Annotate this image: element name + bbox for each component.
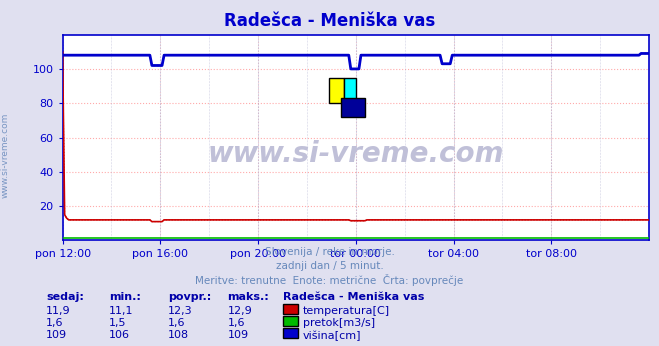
FancyBboxPatch shape xyxy=(344,78,356,102)
Text: povpr.:: povpr.: xyxy=(168,292,212,302)
Text: 11,9: 11,9 xyxy=(46,306,71,316)
Text: 109: 109 xyxy=(46,330,67,340)
Text: zadnji dan / 5 minut.: zadnji dan / 5 minut. xyxy=(275,261,384,271)
Text: 106: 106 xyxy=(109,330,130,340)
Text: min.:: min.: xyxy=(109,292,140,302)
Text: 1,5: 1,5 xyxy=(109,318,127,328)
Text: 108: 108 xyxy=(168,330,189,340)
Text: sedaj:: sedaj: xyxy=(46,292,84,302)
Text: 1,6: 1,6 xyxy=(168,318,186,328)
Text: višina[cm]: višina[cm] xyxy=(303,330,362,341)
Text: 1,6: 1,6 xyxy=(227,318,245,328)
Text: Slovenija / reke in morje.: Slovenija / reke in morje. xyxy=(264,247,395,257)
FancyBboxPatch shape xyxy=(330,78,344,102)
FancyBboxPatch shape xyxy=(341,98,364,117)
Text: 12,9: 12,9 xyxy=(227,306,252,316)
Text: maks.:: maks.: xyxy=(227,292,269,302)
Text: Meritve: trenutne  Enote: metrične  Črta: povprečje: Meritve: trenutne Enote: metrične Črta: … xyxy=(195,274,464,286)
Text: www.si-vreme.com: www.si-vreme.com xyxy=(208,140,504,168)
Text: temperatura[C]: temperatura[C] xyxy=(303,306,390,316)
Text: pretok[m3/s]: pretok[m3/s] xyxy=(303,318,375,328)
Text: 109: 109 xyxy=(227,330,248,340)
Text: 1,6: 1,6 xyxy=(46,318,64,328)
Text: Radešca - Meniška vas: Radešca - Meniška vas xyxy=(283,292,425,302)
Text: 11,1: 11,1 xyxy=(109,306,133,316)
Text: www.si-vreme.com: www.si-vreme.com xyxy=(1,113,10,198)
Text: Radešca - Meniška vas: Radešca - Meniška vas xyxy=(224,12,435,30)
Text: 12,3: 12,3 xyxy=(168,306,192,316)
